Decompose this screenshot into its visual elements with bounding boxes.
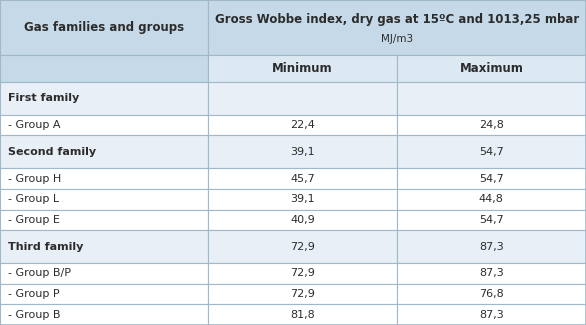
Bar [397,189,586,210]
Bar [208,168,397,189]
Text: 76,8: 76,8 [479,289,504,299]
Text: Gas families and groups: Gas families and groups [24,21,184,34]
Bar [0,82,208,115]
Bar [0,115,208,136]
Bar [0,263,208,284]
Text: 44,8: 44,8 [479,194,504,204]
Text: 81,8: 81,8 [290,310,315,320]
Bar [208,263,397,284]
Bar [397,168,586,189]
Text: 54,7: 54,7 [479,147,504,157]
Bar [397,82,586,115]
Text: Second family: Second family [8,147,96,157]
Text: - Group A: - Group A [8,120,60,130]
Text: Gross Wobbe index, dry gas at 15ºC and 1013,25 mbar: Gross Wobbe index, dry gas at 15ºC and 1… [215,13,579,26]
Text: 87,3: 87,3 [479,310,504,320]
Text: - Group B: - Group B [8,310,60,320]
Bar [0,210,208,230]
Bar [208,284,397,304]
Bar [0,55,208,82]
Text: - Group H: - Group H [8,174,62,184]
Text: - Group B/P: - Group B/P [8,268,71,278]
Text: 72,9: 72,9 [290,241,315,252]
Bar [0,284,208,304]
Bar [208,0,586,55]
Text: 40,9: 40,9 [290,215,315,225]
Text: - Group P: - Group P [8,289,60,299]
Bar [0,168,208,189]
Text: 22,4: 22,4 [290,120,315,130]
Bar [208,55,397,82]
Bar [0,136,208,168]
Bar [0,230,208,263]
Text: 54,7: 54,7 [479,174,504,184]
Text: 24,8: 24,8 [479,120,504,130]
Text: 54,7: 54,7 [479,215,504,225]
Text: - Group L: - Group L [8,194,59,204]
Bar [0,304,208,325]
Text: 39,1: 39,1 [290,147,315,157]
Text: Maximum: Maximum [459,62,523,75]
Text: 45,7: 45,7 [290,174,315,184]
Bar [208,304,397,325]
Bar [397,263,586,284]
Text: 72,9: 72,9 [290,268,315,278]
Bar [397,210,586,230]
Bar [208,210,397,230]
Text: - Group E: - Group E [8,215,60,225]
Text: Third family: Third family [8,241,83,252]
Bar [208,136,397,168]
Text: 72,9: 72,9 [290,289,315,299]
Text: MJ/m3: MJ/m3 [381,33,413,44]
Bar [397,136,586,168]
Bar [397,55,586,82]
Bar [397,284,586,304]
Text: Minimum: Minimum [272,62,333,75]
Bar [208,115,397,136]
Text: 39,1: 39,1 [290,194,315,204]
Bar [208,189,397,210]
Text: First family: First family [8,93,79,103]
Text: 87,3: 87,3 [479,268,504,278]
Bar [397,304,586,325]
Bar [0,0,208,55]
Bar [397,230,586,263]
Bar [0,189,208,210]
Bar [208,82,397,115]
Text: 87,3: 87,3 [479,241,504,252]
Bar [397,115,586,136]
Bar [208,230,397,263]
